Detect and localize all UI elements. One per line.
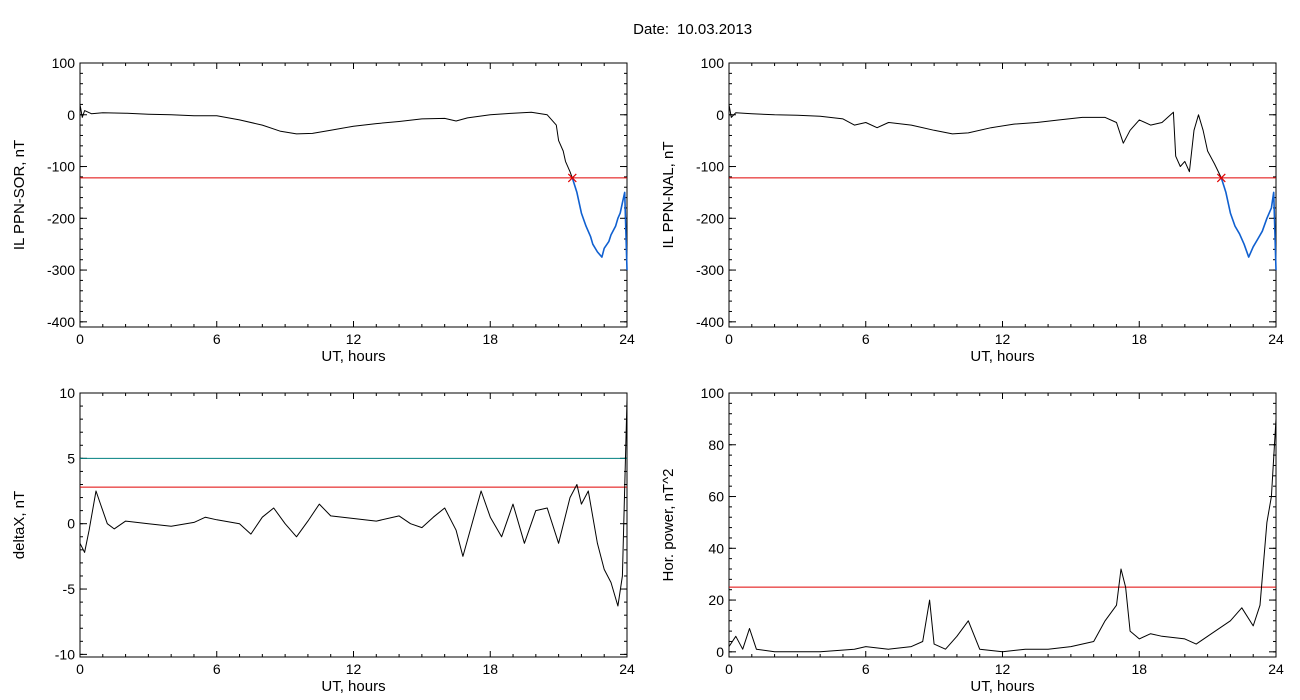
y-tick-label: -300 [47, 262, 75, 278]
y-axis-label: Hor. power, nT^2 [660, 469, 677, 582]
y-tick-label: 40 [708, 540, 724, 556]
crossing-marker-b [1216, 173, 1226, 183]
y-tick-label: -200 [696, 210, 724, 226]
x-tick-label: 12 [346, 331, 362, 347]
x-tick-label: 0 [76, 661, 84, 677]
y-tick-label: -10 [55, 646, 75, 662]
y-tick-label: -200 [47, 210, 75, 226]
x-tick-label: 0 [725, 331, 733, 347]
y-tick-label: 10 [59, 385, 75, 401]
y-tick-label: 100 [701, 385, 725, 401]
series-line-2 [571, 177, 628, 271]
x-tick-label: 6 [213, 661, 221, 677]
y-tick-label: -300 [696, 262, 724, 278]
date-label: Date: [633, 21, 669, 38]
x-tick-label: 12 [995, 331, 1011, 347]
y-tick-label: 0 [716, 107, 724, 123]
x-tick-label: 0 [725, 661, 733, 677]
plot-frame [79, 62, 628, 328]
y-axis-label: deltaX, nT [11, 491, 28, 559]
chart-panel-3: 0 6 12 18 24 10 5 0 -5 -10 UT, hours deltaX, nT [11, 385, 635, 695]
x-tick-label: 18 [482, 661, 498, 677]
x-tick-label: 18 [1131, 661, 1147, 677]
series-line-2 [1220, 177, 1277, 271]
x-tick-label: 6 [862, 661, 870, 677]
y-tick-label: -100 [47, 159, 75, 175]
y-tick-label: 80 [708, 437, 724, 453]
x-axis-label: UT, hours [970, 348, 1034, 365]
date-value: 10.03.2013 [677, 21, 752, 38]
x-tick-label: 18 [482, 331, 498, 347]
y-tick-label: -100 [696, 159, 724, 175]
y-tick-label: 20 [708, 592, 724, 608]
crossing-marker-b [567, 173, 577, 183]
y-tick-label: 5 [67, 450, 75, 466]
y-tick-label: 100 [52, 55, 76, 71]
x-tick-label: 24 [1268, 331, 1284, 347]
x-tick-label: 0 [76, 331, 84, 347]
chart-panel-1: 0 6 12 18 24 100 0 -100 -200 -300 -400 UT, hours IL … [11, 55, 635, 365]
series-line-1 [79, 104, 573, 179]
x-tick-label: 24 [1268, 661, 1284, 677]
y-tick-label: 60 [708, 489, 724, 505]
x-axis-label: UT, hours [321, 678, 385, 695]
y-tick-label: 0 [67, 516, 75, 532]
y-tick-label: 0 [67, 107, 75, 123]
x-tick-label: 24 [619, 331, 635, 347]
x-tick-label: 18 [1131, 331, 1147, 347]
x-axis-label: UT, hours [321, 348, 385, 365]
y-tick-label: -400 [47, 314, 75, 330]
x-tick-label: 12 [346, 661, 362, 677]
series-line-1 [728, 418, 1277, 653]
y-tick-label: -5 [63, 581, 76, 597]
plot-frame [728, 62, 1277, 328]
y-axis-label: IL PPN-SOR, nT [11, 140, 28, 250]
chart-panel-4: 0 6 12 18 24 100 80 60 40 20 0 UT, hours Hor. power,… [660, 385, 1284, 695]
series-line-1 [728, 104, 1222, 179]
y-tick-label: 0 [716, 644, 724, 660]
x-tick-label: 6 [862, 331, 870, 347]
x-tick-label: 6 [213, 331, 221, 347]
x-axis-label: UT, hours [970, 678, 1034, 695]
chart-panel-2: 0 6 12 18 24 100 0 -100 -200 -300 -400 UT, hours IL … [660, 55, 1284, 365]
plot-frame [728, 392, 1277, 658]
x-tick-label: 24 [619, 661, 635, 677]
y-tick-label: 100 [701, 55, 725, 71]
y-tick-label: -400 [696, 314, 724, 330]
series-line-1 [79, 399, 628, 607]
y-axis-label: IL PPN-NAL, nT [660, 142, 677, 249]
x-tick-label: 12 [995, 661, 1011, 677]
